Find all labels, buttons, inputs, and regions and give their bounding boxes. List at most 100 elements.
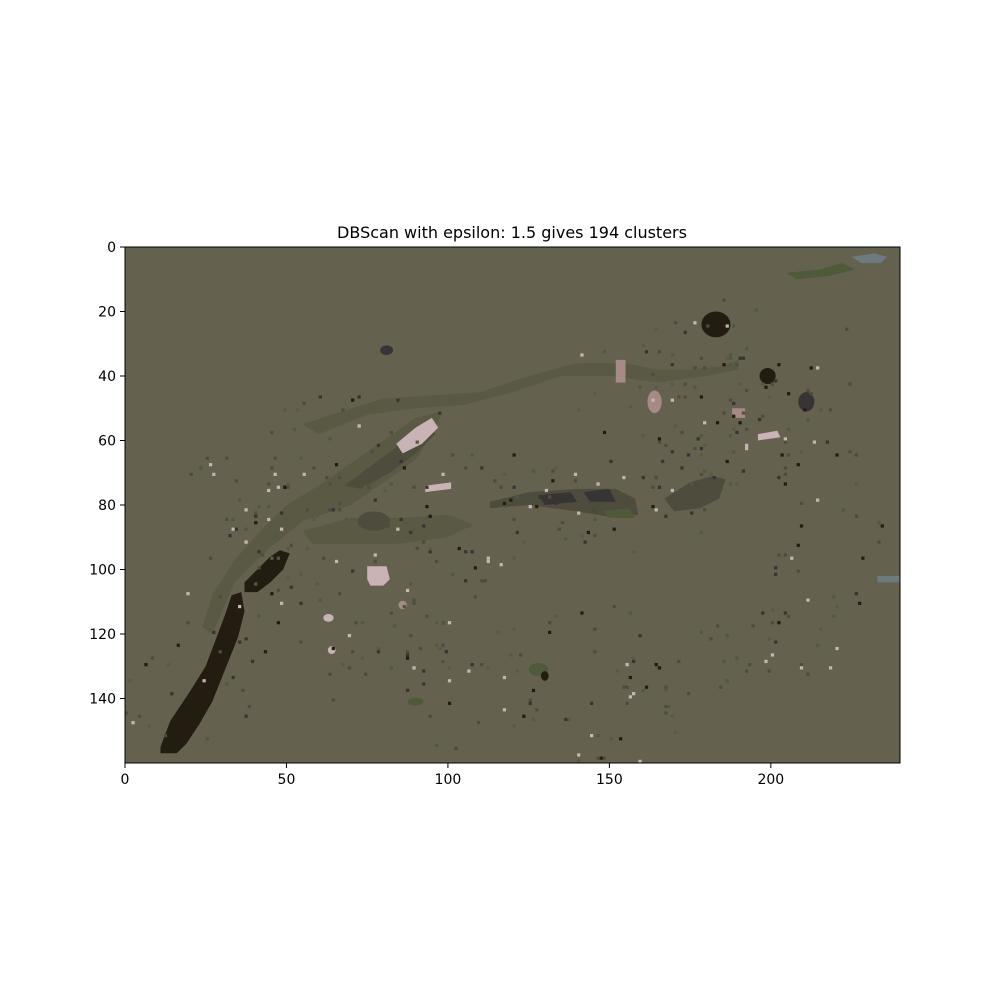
noise-pixel <box>225 682 229 686</box>
noise-pixel <box>673 730 678 734</box>
noise-pixel <box>828 666 833 670</box>
noise-pixel <box>673 321 678 325</box>
noise-pixel <box>257 550 261 554</box>
noise-pixel <box>212 630 216 634</box>
noise-pixel <box>770 621 775 625</box>
noise-pixel <box>803 408 807 412</box>
noise-pixel <box>651 485 655 489</box>
noise-pixel <box>709 637 713 641</box>
x-tick-label: 50 <box>278 772 296 788</box>
noise-pixel <box>208 608 213 612</box>
noise-pixel <box>619 737 623 741</box>
noise-pixel <box>651 505 655 509</box>
noise-pixel <box>425 505 429 509</box>
noise-pixel <box>774 566 778 570</box>
noise-pixel <box>657 666 662 670</box>
noise-pixel <box>454 746 458 751</box>
noise-pixel <box>328 482 332 486</box>
noise-pixel <box>186 592 190 596</box>
noise-pixel <box>777 621 781 625</box>
noise-pixel <box>690 511 694 515</box>
noise-pixel <box>683 330 687 335</box>
noise-pixel <box>299 572 303 576</box>
noise-pixel <box>722 363 726 367</box>
noise-pixel <box>858 601 862 605</box>
noise-pixel <box>163 733 167 738</box>
noise-pixel <box>615 669 620 673</box>
noise-pixel <box>567 717 571 722</box>
noise-pixel <box>376 646 381 651</box>
noise-pixel <box>548 495 552 499</box>
noise-pixel <box>699 630 704 634</box>
noise-pixel <box>447 621 452 625</box>
noise-pixel <box>783 553 787 557</box>
noise-pixel <box>328 437 332 441</box>
noise-pixel <box>515 530 519 535</box>
noise-pixel <box>725 634 729 638</box>
noise-pixel <box>402 466 406 470</box>
noise-pixel <box>247 704 251 709</box>
noise-pixel <box>438 646 442 651</box>
noise-pixel <box>212 624 216 628</box>
cluster-region-14 <box>798 392 815 412</box>
noise-pixel <box>225 517 229 522</box>
noise-pixel <box>512 517 516 522</box>
noise-pixel <box>457 546 461 551</box>
cluster-region-4 <box>302 514 474 544</box>
noise-pixel <box>393 624 397 628</box>
cluster-region-29 <box>407 697 424 706</box>
noise-pixel <box>657 485 662 489</box>
noise-pixel <box>732 414 736 418</box>
noise-pixel <box>693 366 697 370</box>
noise-pixel <box>218 650 222 654</box>
noise-pixel <box>557 527 561 531</box>
noise-pixel <box>512 556 516 560</box>
noise-pixel <box>464 579 468 583</box>
noise-pixel <box>741 411 745 415</box>
noise-pixel <box>405 588 410 593</box>
noise-pixel <box>799 501 804 505</box>
noise-pixel <box>389 611 394 615</box>
noise-pixel <box>670 353 674 357</box>
noise-pixel <box>441 659 445 664</box>
noise-pixel <box>409 634 413 638</box>
noise-pixel <box>612 527 616 531</box>
cluster-region-23 <box>851 253 888 264</box>
noise-pixel <box>806 598 810 602</box>
cluster-region-17 <box>367 566 390 586</box>
noise-pixel <box>651 372 655 376</box>
noise-pixel <box>738 382 742 386</box>
noise-pixel <box>644 350 649 354</box>
noise-pixel <box>661 459 665 464</box>
noise-pixel <box>770 382 775 386</box>
noise-pixel <box>777 475 781 480</box>
noise-pixel <box>725 356 729 360</box>
noise-pixel <box>486 666 490 670</box>
noise-pixel <box>786 427 791 431</box>
noise-pixel <box>376 650 381 654</box>
x-tick-label: 0 <box>121 772 130 788</box>
noise-pixel <box>790 556 794 560</box>
noise-pixel <box>370 450 374 454</box>
noise-pixel <box>435 621 439 625</box>
noise-pixel <box>538 495 542 499</box>
noise-pixel <box>699 446 704 451</box>
noise-pixel <box>593 534 597 538</box>
y-tick-label: 120 <box>89 627 116 643</box>
noise-pixel <box>302 401 306 406</box>
noise-pixel <box>554 466 558 470</box>
noise-pixel <box>257 614 261 618</box>
noise-pixel <box>270 430 274 435</box>
noise-pixel <box>321 556 326 560</box>
noise-pixel <box>799 663 804 667</box>
noise-pixel <box>580 611 584 615</box>
noise-pixel <box>522 714 526 718</box>
noise-pixel <box>512 453 516 457</box>
noise-pixel <box>373 498 377 502</box>
noise-pixel <box>741 469 745 473</box>
noise-pixel <box>767 637 771 641</box>
noise-pixel <box>331 508 335 512</box>
y-tick-label: 0 <box>107 240 116 256</box>
noise-pixel <box>631 692 636 696</box>
noise-pixel <box>509 653 513 657</box>
